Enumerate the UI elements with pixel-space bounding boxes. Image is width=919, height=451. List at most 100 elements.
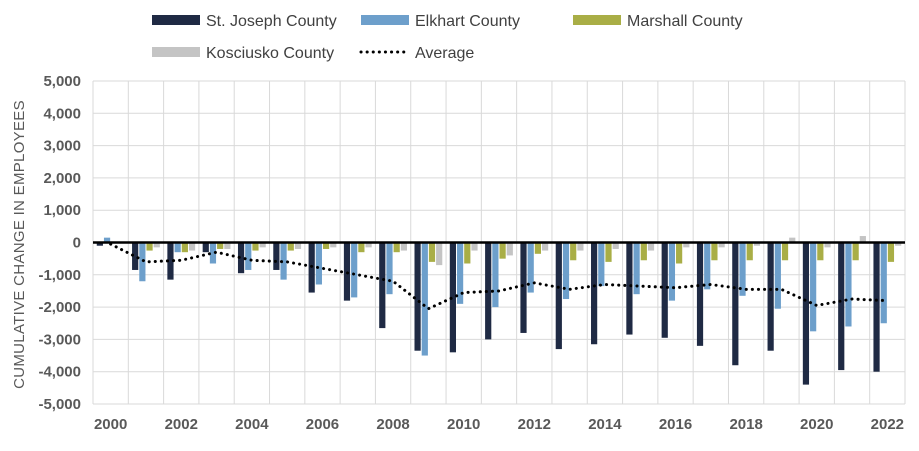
bar-elkhart-county-2000 — [103, 237, 111, 243]
bar-marshall-county-2004 — [252, 242, 259, 251]
x-tick-label: 2022 — [871, 416, 904, 433]
bar-st-joseph-county-2009 — [414, 242, 421, 351]
bar-marshall-county-2022 — [887, 242, 895, 262]
bar-kosciusko-county-2005 — [294, 242, 302, 249]
average-line — [109, 242, 889, 311]
bar-elkhart-county-2020 — [810, 242, 817, 332]
x-tick-label: 2018 — [729, 416, 762, 433]
legend-label-st-joseph-county: St. Joseph County — [206, 13, 337, 30]
bar-marshall-county-2008 — [393, 242, 400, 253]
bar-elkhart-county-2014 — [598, 242, 605, 287]
bar-st-joseph-county-2016 — [661, 242, 668, 338]
bar-kosciusko-county-2020 — [824, 242, 831, 248]
bar-elkhart-county-2010 — [456, 242, 464, 304]
bar-st-joseph-county-2010 — [449, 242, 456, 353]
bar-marshall-county-2009 — [428, 242, 436, 262]
bar-st-joseph-county-2001 — [132, 242, 139, 270]
bar-elkhart-county-2017 — [704, 242, 711, 290]
y-tick-label: 3,000 — [43, 138, 81, 155]
y-tick-label: 2,000 — [43, 170, 81, 187]
bar-st-joseph-county-2004 — [237, 242, 245, 274]
bar-kosciusko-county-2016 — [683, 242, 690, 248]
bar-kosciusko-county-2001 — [153, 242, 160, 248]
bar-st-joseph-county-2008 — [379, 242, 386, 329]
x-tick-label: 2020 — [800, 416, 833, 433]
bar-kosciusko-county-2006 — [330, 242, 337, 248]
bar-marshall-county-2007 — [358, 242, 365, 253]
bar-kosciusko-county-2018 — [753, 242, 761, 246]
legend-label-average: Average — [415, 45, 474, 62]
bar-marshall-county-2002 — [181, 242, 188, 253]
y-tick-label: 0 — [73, 235, 81, 252]
bar-kosciusko-county-2017 — [718, 242, 725, 248]
bar-kosciusko-county-2014 — [612, 242, 619, 249]
bar-kosciusko-county-2009 — [436, 242, 443, 266]
bar-kosciusko-county-2002 — [188, 242, 196, 251]
legend-label-kosciusko-county: Kosciusko County — [206, 45, 334, 62]
bar-marshall-county-2017 — [711, 242, 718, 261]
legend-swatch-kosciusko-county — [152, 47, 200, 57]
bar-st-joseph-county-2021 — [838, 242, 845, 371]
bar-kosciusko-county-2004 — [259, 242, 266, 248]
bar-kosciusko-county-2013 — [577, 242, 584, 251]
bar-st-joseph-county-2013 — [555, 242, 562, 350]
y-axis-title: CUMULATIVE CHANGE IN EMPLOYEES — [11, 100, 28, 389]
bar-st-joseph-county-2015 — [626, 242, 633, 335]
y-tick-label: 4,000 — [43, 105, 81, 122]
bar-marshall-county-2014 — [605, 242, 612, 262]
y-tick-label: -3,000 — [38, 331, 81, 348]
bar-st-joseph-county-2022 — [873, 242, 880, 372]
bar-st-joseph-county-2019 — [767, 242, 774, 351]
bar-kosciusko-county-2022 — [895, 242, 902, 246]
bar-st-joseph-county-2003 — [202, 242, 209, 253]
bar-elkhart-county-2022 — [880, 242, 887, 324]
bar-elkhart-county-2012 — [527, 242, 534, 293]
bar-marshall-county-2021 — [852, 242, 859, 261]
x-tick-label: 2016 — [659, 416, 692, 433]
bar-elkhart-county-2016 — [668, 242, 676, 301]
bar-elkhart-county-2001 — [139, 242, 146, 282]
bar-elkhart-county-2002 — [174, 242, 181, 253]
axes: 5,000 4,000 3,000 2,000 1,000 0 -1,000 -2,000 -3… — [11, 73, 905, 433]
bar-kosciusko-county-2019 — [789, 237, 796, 243]
bar-elkhart-county-2011 — [492, 242, 499, 308]
bar-elkhart-county-2013 — [562, 242, 570, 300]
bar-marshall-county-2006 — [322, 242, 330, 249]
bar-elkhart-county-2008 — [386, 242, 393, 295]
bar-elkhart-county-2007 — [351, 242, 358, 298]
bar-marshall-county-2020 — [817, 242, 824, 261]
y-tick-label: -4,000 — [38, 364, 81, 381]
legend-label-elkhart-county: Elkhart County — [415, 13, 520, 30]
bar-st-joseph-county-2011 — [485, 242, 492, 340]
bar-elkhart-county-2003 — [209, 242, 217, 264]
bar-elkhart-county-2006 — [315, 242, 322, 285]
bar-st-joseph-county-2005 — [273, 242, 280, 270]
bar-kosciusko-county-2007 — [365, 242, 372, 248]
bar-marshall-county-2010 — [464, 242, 471, 264]
bar-marshall-county-2015 — [640, 242, 647, 261]
bars — [96, 236, 902, 385]
bar-st-joseph-county-2018 — [732, 242, 739, 366]
y-tick-label: 5,000 — [43, 73, 81, 90]
x-tick-label: 2014 — [588, 416, 622, 433]
bar-marshall-county-2012 — [534, 242, 542, 254]
bar-st-joseph-county-2014 — [591, 242, 598, 345]
bar-kosciusko-county-2021 — [859, 236, 866, 243]
bar-marshall-county-2018 — [746, 242, 753, 261]
legend-label-marshall-county: Marshall County — [627, 13, 743, 30]
bar-elkhart-county-2004 — [245, 242, 252, 270]
bar-st-joseph-county-2000 — [96, 242, 103, 246]
x-tick-label: 2004 — [235, 416, 269, 433]
bar-st-joseph-county-2012 — [520, 242, 527, 333]
bar-st-joseph-county-2002 — [167, 242, 174, 280]
bar-elkhart-county-2005 — [280, 242, 287, 280]
bar-kosciusko-county-2011 — [506, 242, 513, 256]
bar-elkhart-county-2015 — [633, 242, 640, 295]
bar-marshall-county-2001 — [146, 242, 153, 251]
bar-marshall-county-2005 — [287, 242, 294, 251]
bar-kosciusko-county-2012 — [542, 242, 549, 251]
x-tick-label: 2002 — [165, 416, 198, 433]
bar-marshall-county-2011 — [499, 242, 506, 259]
bar-marshall-county-2003 — [217, 242, 224, 249]
